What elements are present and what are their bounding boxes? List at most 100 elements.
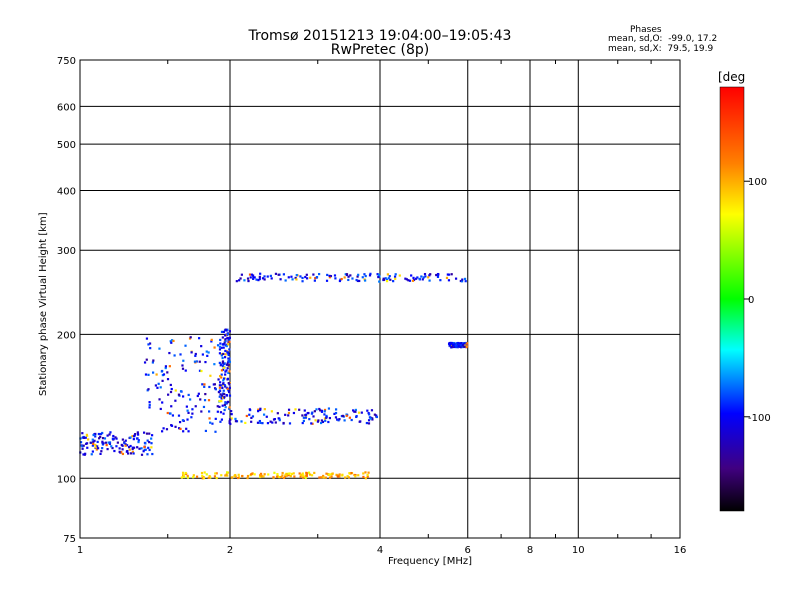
echo-point xyxy=(224,385,227,388)
echo-point xyxy=(107,441,110,444)
echo-point xyxy=(101,440,104,443)
echo-point xyxy=(143,448,146,451)
echo-point xyxy=(314,277,317,280)
echo-point xyxy=(161,374,164,377)
echo-point xyxy=(220,330,224,333)
echo-point xyxy=(196,394,199,398)
echo-point xyxy=(200,369,203,373)
echo-point xyxy=(221,386,224,390)
y-axis-ticks: 75 100 200 300 400 500 600 750 xyxy=(57,56,76,545)
echo-point xyxy=(341,473,344,476)
echo-point xyxy=(86,446,89,449)
echo-point xyxy=(284,473,287,476)
echo-point xyxy=(334,416,338,419)
echo-point xyxy=(121,438,124,441)
echo-point xyxy=(148,401,151,404)
echo-point xyxy=(222,368,225,371)
echo-point xyxy=(200,410,203,413)
echo-point xyxy=(144,373,148,376)
echo-point xyxy=(150,437,153,440)
echo-point xyxy=(222,366,226,369)
echo-point xyxy=(360,411,363,414)
echo-point xyxy=(161,379,164,382)
echo-point xyxy=(227,381,230,385)
echo-point xyxy=(319,421,323,425)
echo-point xyxy=(287,414,290,417)
echo-point xyxy=(222,382,225,385)
echo-point xyxy=(338,279,342,283)
echo-point xyxy=(260,475,263,478)
echo-point xyxy=(386,273,389,276)
echo-point xyxy=(190,416,193,419)
echo-point xyxy=(369,272,372,275)
echo-point xyxy=(215,472,218,475)
echo-point xyxy=(81,445,84,448)
echo-point xyxy=(317,419,320,422)
echo-point xyxy=(289,474,292,478)
echo-point xyxy=(352,409,355,412)
echo-point xyxy=(207,399,211,402)
echo-point xyxy=(229,418,232,421)
echo-point xyxy=(424,275,427,278)
echo-point xyxy=(294,276,297,280)
echo-point xyxy=(217,378,220,381)
echo-point xyxy=(323,408,327,412)
echo-point xyxy=(84,436,87,439)
echo-point xyxy=(94,435,97,438)
echo-point xyxy=(280,475,283,479)
echo-point xyxy=(295,278,298,281)
echo-point xyxy=(284,475,287,478)
echo-point xyxy=(412,276,415,280)
echo-point xyxy=(313,410,316,413)
echo-point xyxy=(304,416,307,419)
echo-point xyxy=(354,410,357,413)
echo-point xyxy=(220,474,223,477)
echo-point xyxy=(249,276,252,279)
echo-point xyxy=(301,421,304,425)
echo-point xyxy=(290,472,294,476)
echo-point xyxy=(291,278,294,281)
echo-point xyxy=(228,348,231,351)
echo-point xyxy=(89,441,92,444)
echo-point xyxy=(120,443,123,447)
echo-point xyxy=(127,446,131,449)
echo-point xyxy=(269,274,272,277)
echo-point xyxy=(150,446,153,449)
echo-point xyxy=(190,351,193,354)
echo-point xyxy=(235,280,238,283)
echo-point xyxy=(227,352,230,355)
echo-point xyxy=(461,278,464,281)
echo-point xyxy=(203,399,207,402)
echo-point xyxy=(154,384,157,387)
x-tick-label: 4 xyxy=(377,545,383,556)
echo-point xyxy=(202,405,206,409)
echo-point xyxy=(181,419,185,422)
echo-point xyxy=(463,344,466,347)
echo-point xyxy=(181,471,185,474)
echo-point xyxy=(418,277,421,281)
echo-point xyxy=(371,417,374,420)
echo-point xyxy=(257,410,260,413)
echo-point xyxy=(223,395,226,399)
echo-point xyxy=(193,360,197,363)
x-axis-ticks: 1 2 4 6 8 10 16 xyxy=(77,60,686,556)
echo-point xyxy=(272,476,275,479)
echo-point xyxy=(201,474,204,477)
echo-point xyxy=(305,473,309,476)
echo-point xyxy=(110,445,113,448)
echo-point xyxy=(102,442,105,445)
echo-point xyxy=(221,396,225,399)
echo-point xyxy=(313,471,316,475)
echo-point xyxy=(293,475,296,478)
echo-point xyxy=(194,352,197,356)
data-points xyxy=(79,272,469,480)
echo-point xyxy=(131,447,134,451)
echo-point xyxy=(115,445,118,448)
echo-point xyxy=(299,473,303,477)
echo-point xyxy=(346,475,349,478)
echo-point xyxy=(220,369,224,372)
echo-point xyxy=(164,365,168,368)
echo-point xyxy=(309,276,312,279)
x-axis-label: Frequency [MHz] xyxy=(387,556,473,567)
colorbar-label: [deg xyxy=(718,70,746,84)
